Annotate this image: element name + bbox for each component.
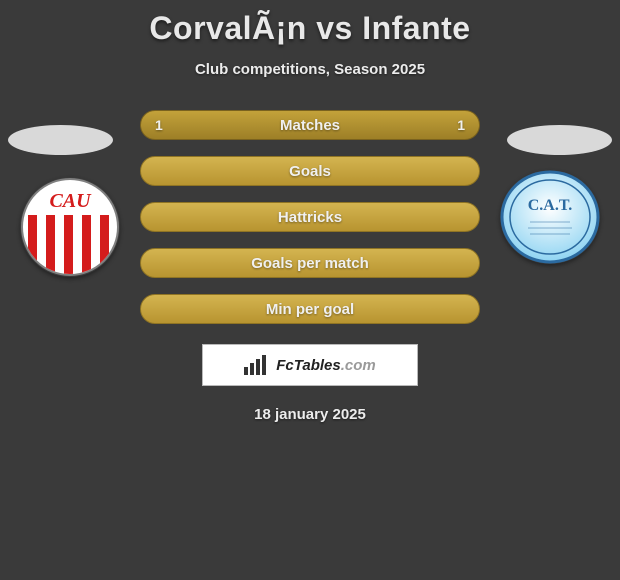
attribution-tld: .com — [341, 357, 376, 374]
attribution-text: FcTables.com — [276, 357, 375, 374]
stat-row-goals: Goals — [140, 156, 480, 186]
bar-chart-icon — [244, 355, 270, 375]
stat-left-value: 1 — [155, 117, 163, 133]
stat-label: Matches — [280, 117, 340, 134]
page-date: 18 january 2025 — [0, 406, 620, 423]
attribution-brand: FcTables — [276, 357, 340, 374]
stat-label: Goals per match — [251, 255, 369, 272]
stat-row-gpm: Goals per match — [140, 248, 480, 278]
stats-section: 1 Matches 1 Goals Hattricks Goals per ma… — [0, 110, 620, 324]
stats-column: 1 Matches 1 Goals Hattricks Goals per ma… — [140, 110, 480, 324]
stat-row-matches: 1 Matches 1 — [140, 110, 480, 140]
stat-label: Min per goal — [266, 301, 354, 318]
stat-right-value: 1 — [457, 117, 465, 133]
stat-label: Hattricks — [278, 209, 342, 226]
page-subtitle: Club competitions, Season 2025 — [0, 61, 620, 78]
stat-row-hattricks: Hattricks — [140, 202, 480, 232]
attribution-box[interactable]: FcTables.com — [202, 344, 418, 386]
page-title: CorvalÃ¡n vs Infante — [0, 0, 620, 47]
stat-row-mpg: Min per goal — [140, 294, 480, 324]
stat-label: Goals — [289, 163, 331, 180]
